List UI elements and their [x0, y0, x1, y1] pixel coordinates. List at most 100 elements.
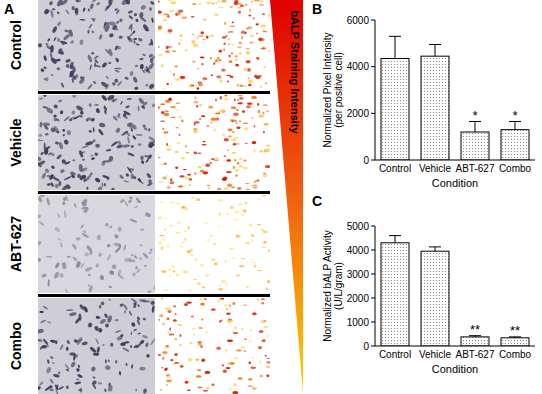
x-axis-label: Condition — [432, 177, 478, 189]
image-bg — [158, 95, 270, 190]
speckle — [175, 167, 178, 169]
speckle — [73, 339, 78, 344]
speckle — [92, 380, 97, 385]
speckle — [200, 170, 205, 173]
speckle — [183, 169, 187, 170]
speckle — [59, 272, 64, 278]
speckle — [91, 118, 95, 122]
speckle — [58, 99, 63, 103]
speckle — [158, 181, 163, 183]
speckle — [197, 153, 201, 154]
image-bg — [158, 195, 270, 293]
speckle — [116, 28, 119, 30]
speckle — [233, 257, 235, 259]
speckle — [240, 214, 246, 216]
bar — [381, 243, 409, 346]
speckle — [77, 373, 83, 378]
speckle — [198, 3, 202, 5]
speckle — [135, 267, 138, 269]
speckle — [229, 60, 233, 63]
speckle — [247, 385, 253, 386]
speckle — [65, 9, 70, 15]
speckle — [259, 150, 263, 152]
speckle — [45, 77, 49, 81]
speckle — [58, 386, 64, 391]
speckle — [164, 163, 167, 166]
image-bg — [158, 298, 270, 394]
speckle — [199, 104, 202, 107]
error-cap — [429, 246, 441, 247]
speckle — [240, 85, 244, 87]
speckle — [238, 95, 243, 97]
speckle — [248, 80, 253, 83]
speckle — [222, 365, 225, 367]
speckle — [80, 224, 85, 229]
speckle — [254, 0, 260, 2]
speckle — [266, 145, 270, 147]
speckle — [254, 265, 256, 268]
speckle — [233, 143, 237, 145]
speckle — [78, 313, 81, 321]
speckle — [128, 200, 132, 204]
speckle — [199, 299, 204, 301]
speckle — [216, 347, 220, 350]
speckle — [237, 99, 239, 101]
speckle — [99, 122, 106, 127]
speckle — [258, 110, 261, 114]
speckle — [78, 150, 84, 158]
speckle — [169, 275, 171, 277]
speckle — [65, 63, 70, 68]
speckle — [228, 31, 234, 32]
y-tick — [371, 20, 375, 21]
speckle — [158, 258, 160, 260]
speckle — [106, 243, 111, 248]
speckle — [200, 263, 204, 266]
speckle — [208, 105, 213, 108]
speckle — [69, 62, 73, 69]
speckle — [142, 318, 146, 321]
speckle — [43, 95, 46, 97]
speckle — [226, 283, 228, 286]
speckle — [50, 165, 55, 170]
speckle — [218, 288, 222, 291]
speckle — [250, 35, 252, 36]
speckle — [108, 299, 111, 301]
speckle — [225, 95, 228, 96]
speckle — [245, 4, 248, 7]
speckle — [196, 375, 202, 377]
speckle — [269, 50, 271, 53]
separator — [38, 191, 270, 194]
speckle — [196, 105, 198, 108]
speckle — [170, 359, 173, 361]
speckle — [241, 328, 243, 330]
speckle — [253, 186, 258, 189]
speckle — [137, 178, 144, 184]
speckle — [210, 121, 213, 124]
speckle — [226, 171, 232, 173]
speckle — [158, 354, 161, 356]
speckle — [53, 104, 58, 109]
speckle — [119, 36, 123, 40]
error-stem — [475, 122, 476, 133]
speckle — [135, 134, 142, 136]
speckle — [64, 176, 72, 181]
speckle — [242, 110, 245, 113]
speckle — [162, 351, 167, 354]
speckle — [61, 185, 68, 190]
speckle — [223, 43, 226, 45]
speckle — [112, 81, 117, 86]
speckle — [74, 381, 81, 385]
speckle — [49, 378, 54, 384]
image-bg — [158, 0, 270, 90]
speckle — [130, 128, 133, 131]
image-bg — [38, 0, 155, 90]
speckle — [240, 258, 246, 259]
speckle — [267, 365, 270, 368]
speckle — [103, 183, 106, 187]
speckle — [85, 141, 94, 147]
speckle — [49, 388, 54, 391]
speckle — [202, 286, 205, 288]
speckle — [119, 303, 124, 307]
speckle — [221, 319, 223, 321]
speckle — [254, 125, 256, 128]
